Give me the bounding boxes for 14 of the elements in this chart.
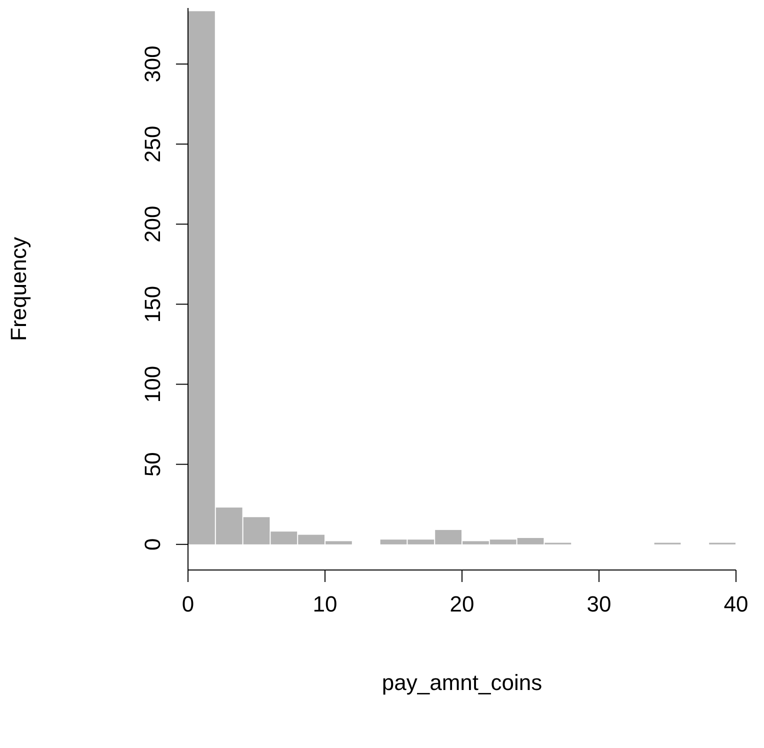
x-tick-label: 40: [724, 592, 748, 617]
x-axis-title: pay_amnt_coins: [382, 670, 542, 695]
y-tick-label: 200: [140, 206, 165, 243]
y-tick-label: 250: [140, 126, 165, 162]
y-tick-label: 0: [140, 538, 165, 551]
x-tick-label: 30: [586, 592, 612, 617]
x-tick-label: 0: [182, 592, 194, 617]
x-tick-label: 10: [312, 592, 338, 617]
y-axis-title: Frequency: [6, 237, 31, 341]
y-tick-label: 150: [140, 286, 165, 323]
y-tick-label: 50: [140, 452, 165, 477]
y-tick-label: 300: [140, 46, 165, 82]
y-tick-label: 100: [140, 366, 165, 403]
x-tick-label: 20: [450, 592, 474, 617]
